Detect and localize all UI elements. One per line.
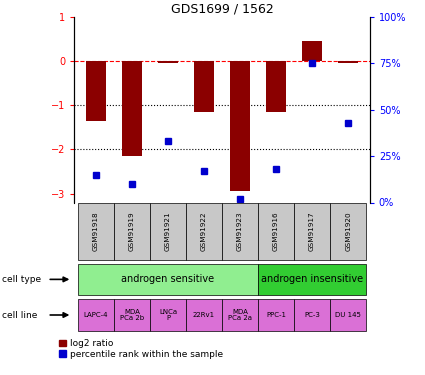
Bar [86,61,106,121]
Title: GDS1699 / 1562: GDS1699 / 1562 [171,3,273,16]
Text: androgen insensitive: androgen insensitive [261,274,363,284]
Text: DU 145: DU 145 [335,312,361,318]
Text: GSM91918: GSM91918 [93,212,99,251]
Text: 22Rv1: 22Rv1 [193,312,215,318]
Text: androgen sensitive: androgen sensitive [122,274,215,284]
FancyBboxPatch shape [258,203,294,260]
Text: cell type: cell type [2,275,41,284]
Bar [194,61,214,112]
FancyBboxPatch shape [295,203,330,260]
FancyBboxPatch shape [222,300,258,330]
Text: GSM91923: GSM91923 [237,212,243,251]
Text: PPC-1: PPC-1 [266,312,286,318]
FancyBboxPatch shape [258,264,366,295]
Text: GSM91922: GSM91922 [201,212,207,251]
FancyBboxPatch shape [331,300,366,330]
Text: GSM91921: GSM91921 [165,212,171,251]
FancyBboxPatch shape [150,203,186,260]
FancyBboxPatch shape [295,300,330,330]
FancyBboxPatch shape [114,203,150,260]
FancyBboxPatch shape [114,300,150,330]
Text: GSM91916: GSM91916 [273,212,279,251]
Legend: log2 ratio, percentile rank within the sample: log2 ratio, percentile rank within the s… [58,338,224,360]
Text: PC-3: PC-3 [304,312,320,318]
Bar [122,61,142,156]
Text: GSM91917: GSM91917 [309,212,315,251]
Bar [266,61,286,112]
Bar [338,61,358,63]
Bar [230,61,250,192]
FancyBboxPatch shape [331,203,366,260]
Bar [302,41,322,61]
FancyBboxPatch shape [258,300,294,330]
FancyBboxPatch shape [150,300,186,330]
Text: LAPC-4: LAPC-4 [84,312,108,318]
FancyBboxPatch shape [78,264,258,295]
FancyBboxPatch shape [78,300,113,330]
FancyBboxPatch shape [187,203,222,260]
FancyBboxPatch shape [78,203,113,260]
Text: cell line: cell line [2,310,37,320]
FancyBboxPatch shape [187,300,222,330]
Text: MDA
PCa 2b: MDA PCa 2b [120,309,144,321]
Text: MDA
PCa 2a: MDA PCa 2a [228,309,252,321]
Bar [158,61,178,63]
Text: GSM91920: GSM91920 [345,212,351,251]
Text: LNCa
P: LNCa P [159,309,177,321]
FancyBboxPatch shape [222,203,258,260]
Text: GSM91919: GSM91919 [129,212,135,251]
